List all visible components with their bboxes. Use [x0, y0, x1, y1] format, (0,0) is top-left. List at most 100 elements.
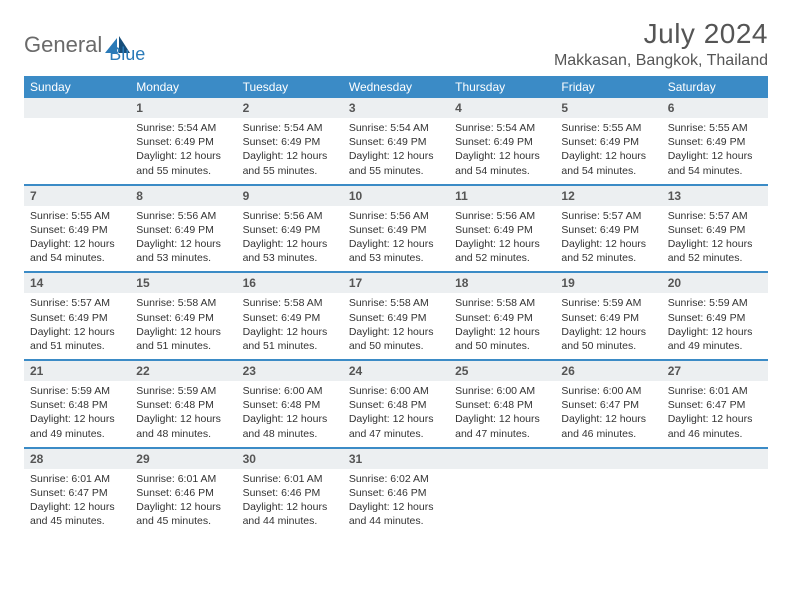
calendar-cell: 1Sunrise: 5:54 AMSunset: 6:49 PMDaylight… [130, 98, 236, 185]
calendar-table: Sunday Monday Tuesday Wednesday Thursday… [24, 76, 768, 534]
day-body: Sunrise: 6:00 AMSunset: 6:48 PMDaylight:… [449, 381, 555, 447]
calendar-cell: 26Sunrise: 6:00 AMSunset: 6:47 PMDayligh… [555, 360, 661, 448]
sunset-text: Sunset: 6:49 PM [455, 135, 549, 149]
sunrise-text: Sunrise: 6:00 AM [349, 384, 443, 398]
calendar-cell: 30Sunrise: 6:01 AMSunset: 6:46 PMDayligh… [237, 448, 343, 535]
calendar-row: 14Sunrise: 5:57 AMSunset: 6:49 PMDayligh… [24, 272, 768, 360]
calendar-cell: 4Sunrise: 5:54 AMSunset: 6:49 PMDaylight… [449, 98, 555, 185]
daylight-text: Daylight: 12 hours and 52 minutes. [668, 237, 762, 265]
day-body: Sunrise: 6:01 AMSunset: 6:46 PMDaylight:… [130, 469, 236, 535]
sunset-text: Sunset: 6:49 PM [668, 311, 762, 325]
daylight-text: Daylight: 12 hours and 47 minutes. [349, 412, 443, 440]
daylight-text: Daylight: 12 hours and 51 minutes. [136, 325, 230, 353]
day-number: 1 [130, 98, 236, 118]
calendar-cell: 14Sunrise: 5:57 AMSunset: 6:49 PMDayligh… [24, 272, 130, 360]
sunrise-text: Sunrise: 6:00 AM [561, 384, 655, 398]
sunrise-text: Sunrise: 5:57 AM [561, 209, 655, 223]
day-number: 29 [130, 449, 236, 469]
calendar-cell: 3 Sunrise: 5:54 AMSunset: 6:49 PMDaylight… [343, 98, 449, 185]
day-number: 15 [130, 273, 236, 293]
calendar-row: 1Sunrise: 5:54 AMSunset: 6:49 PMDaylight… [24, 98, 768, 185]
day-body: Sunrise: 5:59 AMSunset: 6:48 PMDaylight:… [24, 381, 130, 447]
calendar-cell: 5Sunrise: 5:55 AMSunset: 6:49 PMDaylight… [555, 98, 661, 185]
sunset-text: Sunset: 6:49 PM [136, 135, 230, 149]
day-body: Sunrise: 5:57 AMSunset: 6:49 PMDaylight:… [555, 206, 661, 272]
day-number: 9 [237, 186, 343, 206]
daylight-text: Daylight: 12 hours and 48 minutes. [136, 412, 230, 440]
day-number [555, 449, 661, 469]
weekday-header: Tuesday [237, 76, 343, 98]
weekday-header: Thursday [449, 76, 555, 98]
weekday-header: Sunday [24, 76, 130, 98]
daylight-text: Daylight: 12 hours and 50 minutes. [455, 325, 549, 353]
sunset-text: Sunset: 6:47 PM [668, 398, 762, 412]
sunrise-text: Sunrise: 5:58 AM [243, 296, 337, 310]
sunrise-text: Sunrise: 6:01 AM [136, 472, 230, 486]
weekday-header: Friday [555, 76, 661, 98]
sunset-text: Sunset: 6:49 PM [349, 311, 443, 325]
day-number: 23 [237, 361, 343, 381]
day-body: Sunrise: 5:56 AMSunset: 6:49 PMDaylight:… [130, 206, 236, 272]
calendar-cell: 17Sunrise: 5:58 AMSunset: 6:49 PMDayligh… [343, 272, 449, 360]
day-body: Sunrise: 5:59 AMSunset: 6:48 PMDaylight:… [130, 381, 236, 447]
day-number: 21 [24, 361, 130, 381]
sunrise-text: Sunrise: 5:54 AM [243, 121, 337, 135]
day-body: Sunrise: 5:56 AMSunset: 6:49 PMDaylight:… [449, 206, 555, 272]
sunset-text: Sunset: 6:46 PM [243, 486, 337, 500]
day-number: 30 [237, 449, 343, 469]
day-body: Sunrise: 5:59 AMSunset: 6:49 PMDaylight:… [662, 293, 768, 359]
daylight-text: Daylight: 12 hours and 54 minutes. [561, 149, 655, 177]
day-number: 6 [662, 98, 768, 118]
calendar-cell: 8Sunrise: 5:56 AMSunset: 6:49 PMDaylight… [130, 185, 236, 273]
logo: General Blue [24, 18, 145, 65]
sunrise-text: Sunrise: 6:01 AM [668, 384, 762, 398]
calendar-body: 1Sunrise: 5:54 AMSunset: 6:49 PMDaylight… [24, 98, 768, 534]
sunrise-text: Sunrise: 5:58 AM [349, 296, 443, 310]
sunrise-text: Sunrise: 6:01 AM [30, 472, 124, 486]
daylight-text: Daylight: 12 hours and 53 minutes. [243, 237, 337, 265]
day-body: Sunrise: 5:55 AMSunset: 6:49 PMDaylight:… [555, 118, 661, 184]
sunrise-text: Sunrise: 5:56 AM [136, 209, 230, 223]
sunset-text: Sunset: 6:49 PM [349, 223, 443, 237]
day-body: Sunrise: 5:57 AMSunset: 6:49 PMDaylight:… [662, 206, 768, 272]
day-number [662, 449, 768, 469]
sunset-text: Sunset: 6:49 PM [30, 311, 124, 325]
sunrise-text: Sunrise: 6:02 AM [349, 472, 443, 486]
sunrise-text: Sunrise: 6:00 AM [243, 384, 337, 398]
day-number: 31 [343, 449, 449, 469]
sunrise-text: Sunrise: 5:59 AM [561, 296, 655, 310]
logo-text-blue: Blue [109, 44, 145, 65]
day-number: 3 [343, 98, 449, 118]
day-body: Sunrise: 5:55 AMSunset: 6:49 PMDaylight:… [662, 118, 768, 184]
day-body: Sunrise: 5:54 AMSunset: 6:49 PMDaylight:… [130, 118, 236, 184]
day-body: Sunrise: 5:58 AMSunset: 6:49 PMDaylight:… [130, 293, 236, 359]
location-text: Makkasan, Bangkok, Thailand [554, 52, 768, 70]
day-number: 2 [237, 98, 343, 118]
sunrise-text: Sunrise: 5:54 AM [349, 121, 443, 135]
sunset-text: Sunset: 6:49 PM [349, 135, 443, 149]
sunset-text: Sunset: 6:46 PM [136, 486, 230, 500]
day-number: 16 [237, 273, 343, 293]
sunset-text: Sunset: 6:46 PM [349, 486, 443, 500]
calendar-cell: 25Sunrise: 6:00 AMSunset: 6:48 PMDayligh… [449, 360, 555, 448]
daylight-text: Daylight: 12 hours and 55 minutes. [349, 149, 443, 177]
daylight-text: Daylight: 12 hours and 52 minutes. [455, 237, 549, 265]
day-body: Sunrise: 5:54 AMSunset: 6:49 PMDaylight:… [237, 118, 343, 184]
daylight-text: Daylight: 12 hours and 51 minutes. [243, 325, 337, 353]
sunset-text: Sunset: 6:49 PM [455, 311, 549, 325]
daylight-text: Daylight: 12 hours and 50 minutes. [349, 325, 443, 353]
calendar-cell: 20Sunrise: 5:59 AMSunset: 6:49 PMDayligh… [662, 272, 768, 360]
daylight-text: Daylight: 12 hours and 51 minutes. [30, 325, 124, 353]
sunset-text: Sunset: 6:47 PM [561, 398, 655, 412]
daylight-text: Daylight: 12 hours and 49 minutes. [668, 325, 762, 353]
sunset-text: Sunset: 6:49 PM [136, 311, 230, 325]
sunrise-text: Sunrise: 5:55 AM [561, 121, 655, 135]
sunset-text: Sunset: 6:49 PM [561, 135, 655, 149]
day-body: Sunrise: 6:02 AMSunset: 6:46 PMDaylight:… [343, 469, 449, 535]
calendar-cell: 13Sunrise: 5:57 AMSunset: 6:49 PMDayligh… [662, 185, 768, 273]
day-body: Sunrise: 5:56 AMSunset: 6:49 PMDaylight:… [343, 206, 449, 272]
day-body: Sunrise: 5:58 AMSunset: 6:49 PMDaylight:… [449, 293, 555, 359]
sunrise-text: Sunrise: 5:55 AM [668, 121, 762, 135]
sunrise-text: Sunrise: 5:59 AM [30, 384, 124, 398]
sunset-text: Sunset: 6:48 PM [30, 398, 124, 412]
